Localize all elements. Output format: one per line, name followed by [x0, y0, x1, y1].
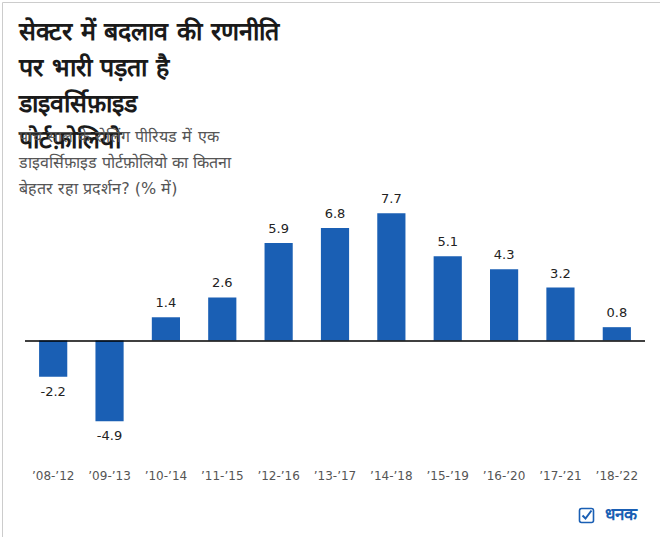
svg-text:’10-’14: ’10-’14 [145, 469, 188, 483]
svg-text:बेहतर रहा प्रदर्शन? (% में): बेहतर रहा प्रदर्शन? (% में) [19, 179, 178, 198]
svg-text:7.7: 7.7 [381, 191, 402, 206]
svg-text:1.4: 1.4 [156, 295, 177, 310]
svg-text:’09-’13: ’09-’13 [88, 469, 131, 483]
svg-text:-2.2: -2.2 [40, 384, 65, 399]
svg-text:3.2: 3.2 [550, 266, 571, 281]
svg-text:’15-’19: ’15-’19 [426, 469, 469, 483]
svg-text:डाइवर्सिफ़ाइड पोर्टफ़ोलियो का: डाइवर्सिफ़ाइड पोर्टफ़ोलियो का कितना [18, 153, 236, 172]
svg-text:’18-’22: ’18-’22 [596, 469, 639, 483]
svg-text:0.8: 0.8 [606, 305, 627, 320]
svg-text:-4.9: -4.9 [97, 428, 122, 443]
svg-text:पांच साल के रोलिंग पीरियड में: पांच साल के रोलिंग पीरियड में एक [19, 127, 224, 146]
svg-text:’08-’12: ’08-’12 [32, 469, 75, 483]
svg-text:सेक्टर में बदलाव की रणनीति: सेक्टर में बदलाव की रणनीति [18, 17, 288, 46]
svg-text:’14-’18: ’14-’18 [370, 469, 413, 483]
svg-text:पर भारी पड़ता है: पर भारी पड़ता है [18, 53, 178, 82]
svg-text:’16-’20: ’16-’20 [483, 469, 526, 483]
svg-text:’17-’21: ’17-’21 [539, 469, 582, 483]
svg-text:2.6: 2.6 [212, 275, 233, 290]
svg-text:’13-’17: ’13-’17 [314, 469, 357, 483]
svg-text:’12-’16: ’12-’16 [257, 469, 300, 483]
svg-text:5.1: 5.1 [437, 234, 458, 249]
svg-text:5.9: 5.9 [268, 221, 289, 236]
svg-text:4.3: 4.3 [494, 247, 515, 262]
svg-text:’11-’15: ’11-’15 [201, 469, 244, 483]
svg-text:धनक: धनक [605, 504, 638, 524]
svg-text:6.8: 6.8 [325, 206, 346, 221]
svg-text:डाइवर्सिफ़ाइड: डाइवर्सिफ़ाइड [18, 89, 146, 118]
